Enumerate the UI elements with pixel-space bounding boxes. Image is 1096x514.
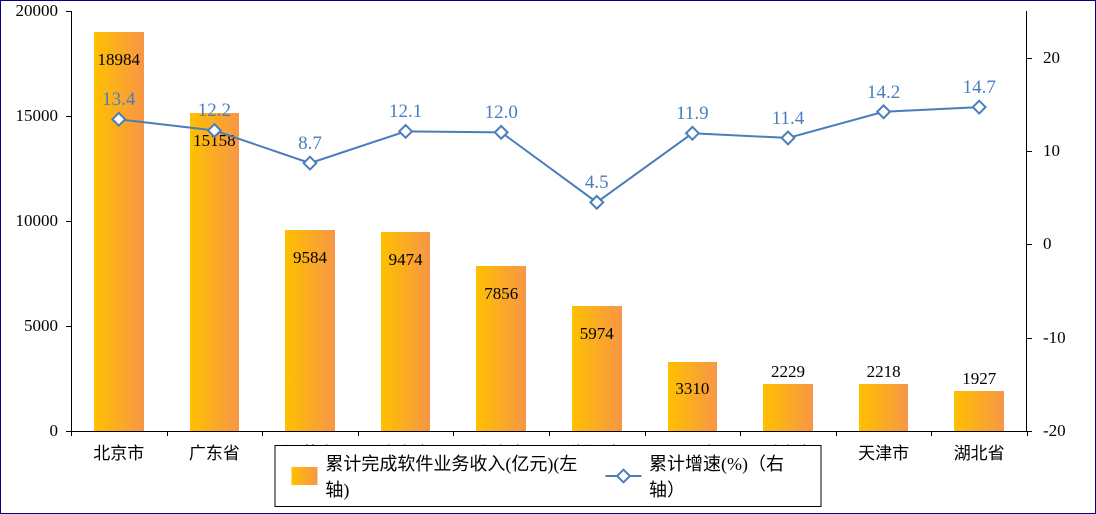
y-left-tick-label: 15000	[16, 106, 59, 126]
bar-value-label: 15158	[193, 131, 236, 151]
line-value-label: 12.0	[485, 102, 518, 124]
bar	[859, 384, 909, 431]
x-tick	[645, 431, 646, 436]
y-right-tick-label: 10	[1043, 141, 1060, 161]
x-tick	[262, 431, 263, 436]
line-value-label: 14.2	[867, 82, 900, 104]
chart-container: 0 5000 10000 15000 20000 -20 -10 0 10 20 18984 15…	[0, 0, 1096, 514]
line-marker	[399, 125, 412, 138]
bar-value-label: 2229	[771, 362, 805, 382]
x-tick	[740, 431, 741, 436]
bar-value-label: 7856	[484, 284, 518, 304]
y-left-tick-label: 10000	[16, 211, 59, 231]
y-left-axis-line	[71, 11, 72, 431]
line-value-label: 12.1	[389, 101, 422, 123]
line-value-label: 11.4	[772, 108, 805, 130]
line-value-label: 14.7	[963, 77, 996, 99]
legend-line-label: 累计增速(%)（右轴）	[649, 450, 805, 502]
y-right-tick-label: -20	[1043, 421, 1066, 441]
y-left-tick-label: 5000	[24, 316, 58, 336]
x-category-label: 天津市	[858, 439, 909, 464]
bar	[954, 391, 1004, 431]
x-tick	[1027, 431, 1028, 436]
plot-area: 18984 15158 9584 9474 7856 5974 3310 2229 2218 19…	[71, 11, 1027, 431]
y-left-tick-label: 20000	[16, 1, 59, 21]
x-category-label: 湖北省	[954, 439, 1005, 464]
y-right-tick-label: 0	[1043, 234, 1052, 254]
line-marker	[495, 126, 508, 139]
bar-value-label: 5974	[580, 324, 614, 344]
x-tick	[167, 431, 168, 436]
y-right-tick	[1027, 58, 1032, 59]
line-marker	[686, 127, 699, 140]
line-value-label: 12.2	[198, 100, 231, 122]
line-marker	[973, 101, 986, 114]
legend-item-line: 累计增速(%)（右轴）	[605, 450, 805, 502]
y-right-tick	[1027, 244, 1032, 245]
y-axis-right: -20-1001020	[1035, 11, 1095, 431]
y-right-axis-line	[1026, 11, 1027, 431]
bar-value-label: 9474	[389, 250, 423, 270]
y-right-tick-label: -10	[1043, 328, 1066, 348]
line-path	[119, 107, 979, 202]
y-right-tick	[1027, 338, 1032, 339]
line-value-label: 4.5	[585, 172, 609, 194]
legend-bar-label: 累计完成软件业务收入(亿元)(左轴)	[325, 450, 581, 502]
y-right-tick	[1027, 151, 1032, 152]
line-marker	[590, 196, 603, 209]
line-marker	[877, 105, 890, 118]
x-tick	[836, 431, 837, 436]
y-axis-left: 05000100001500020000	[1, 11, 66, 431]
line-value-label: 8.7	[298, 133, 322, 155]
x-category-label: 北京市	[93, 439, 144, 464]
x-category-label: 广东省	[189, 439, 240, 464]
x-tick	[931, 431, 932, 436]
line-marker	[782, 132, 795, 145]
bar-value-label: 2218	[867, 362, 901, 382]
bar	[763, 384, 813, 431]
line-value-label: 13.4	[102, 89, 135, 111]
bar-value-label: 1927	[962, 369, 996, 389]
bar-value-label: 9584	[293, 248, 327, 268]
legend-bar-swatch	[292, 467, 318, 485]
y-right-tick-label: 20	[1043, 48, 1060, 68]
legend-line-swatch	[605, 467, 641, 485]
bar-value-label: 18984	[98, 50, 141, 70]
x-tick	[71, 431, 72, 436]
x-tick	[358, 431, 359, 436]
line-value-label: 11.9	[676, 103, 709, 125]
legend: 累计完成软件业务收入(亿元)(左轴) 累计增速(%)（右轴）	[275, 445, 822, 507]
x-tick	[549, 431, 550, 436]
y-left-tick-label: 0	[50, 421, 59, 441]
bar	[190, 113, 240, 431]
legend-item-bar: 累计完成软件业务收入(亿元)(左轴)	[292, 450, 582, 502]
x-tick	[453, 431, 454, 436]
line-marker	[304, 157, 317, 170]
bar-value-label: 3310	[675, 379, 709, 399]
